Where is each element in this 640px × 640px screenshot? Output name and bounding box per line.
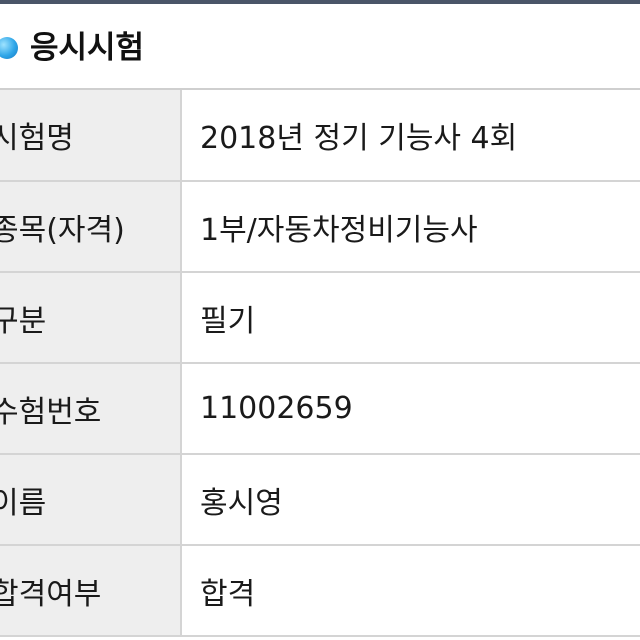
table-row-exam-name: 시험명 2018년 정기 기능사 4회 [0, 90, 640, 182]
table-row-exam-number: 수험번호 11002659 [0, 363, 640, 455]
table-row-category: 종목(자격) 1부/자동차정비기능사 [0, 181, 640, 273]
row-value: 1부/자동차정비기능사 [181, 181, 640, 273]
bullet-circle-icon [0, 37, 18, 59]
section-title: 응시시험 [30, 30, 145, 66]
row-label: 종목(자격) [0, 181, 182, 273]
row-value: 2018년 정기 기능사 4회 [181, 90, 640, 182]
row-value: 필기 [181, 272, 640, 364]
row-label: 합격여부 [0, 545, 182, 637]
row-value: 홍시영 [181, 454, 640, 546]
section-header: 응시시험 [0, 4, 640, 90]
top-bar [0, 0, 640, 4]
row-value: 11002659 [181, 363, 640, 455]
table-row-name: 이름 홍시영 [0, 454, 640, 546]
table-row-pass-status: 합격여부 합격 [0, 545, 640, 637]
exam-info-table: 시험명 2018년 정기 기능사 4회 종목(자격) 1부/자동차정비기능사 구… [0, 90, 640, 637]
table-row-type: 구분 필기 [0, 272, 640, 364]
row-label: 수험번호 [0, 363, 182, 455]
row-label: 구분 [0, 272, 182, 364]
row-label: 시험명 [0, 90, 182, 182]
row-value: 합격 [181, 545, 640, 637]
row-label: 이름 [0, 454, 182, 546]
